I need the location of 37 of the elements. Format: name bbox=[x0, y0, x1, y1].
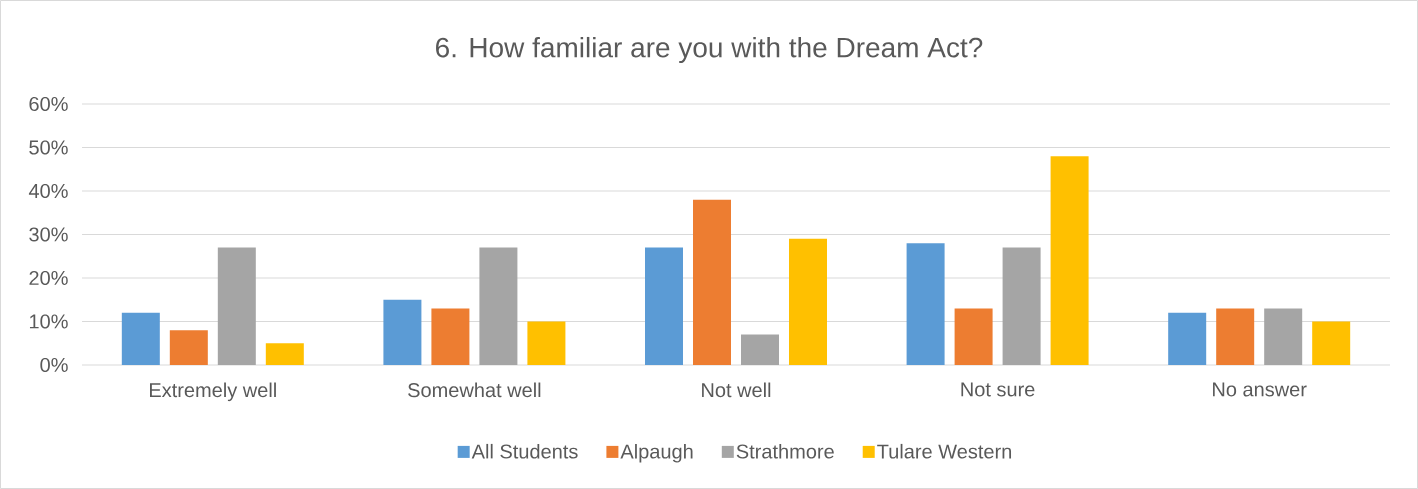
legend-label: Tulare Western bbox=[877, 443, 1012, 459]
bar bbox=[383, 299, 422, 365]
bar bbox=[121, 312, 160, 365]
y-tick-label: 50% bbox=[29, 140, 68, 155]
y-tick-label: 40% bbox=[28, 183, 68, 199]
bar bbox=[527, 321, 566, 365]
bar bbox=[789, 238, 827, 365]
bar bbox=[1168, 312, 1207, 365]
bar bbox=[1312, 321, 1351, 365]
bar bbox=[741, 334, 779, 365]
bar bbox=[1050, 156, 1089, 365]
legend-label: All Students bbox=[471, 443, 578, 459]
y-tick-label: 60% bbox=[29, 96, 68, 112]
y-tick-label: 30% bbox=[29, 227, 68, 242]
x-tick-label: Not well bbox=[702, 382, 771, 398]
bar bbox=[217, 247, 256, 365]
x-tick-label: Extremely well bbox=[150, 382, 276, 402]
bar bbox=[906, 243, 945, 365]
legend-label: Alpaugh bbox=[620, 443, 693, 463]
bar bbox=[431, 308, 470, 365]
bar bbox=[169, 330, 208, 365]
bar bbox=[1264, 308, 1303, 365]
bar bbox=[954, 308, 993, 365]
bar bbox=[479, 247, 518, 365]
y-tick-label: 0% bbox=[40, 357, 68, 373]
bar bbox=[1002, 247, 1041, 365]
y-tick-label: 10% bbox=[29, 314, 68, 329]
x-tick-label: No answer bbox=[1213, 382, 1307, 397]
bar bbox=[693, 199, 731, 365]
bar bbox=[1216, 308, 1255, 365]
x-tick-label: Not sure bbox=[961, 382, 1035, 397]
bar bbox=[645, 247, 683, 365]
legend-label: Strathmore bbox=[736, 443, 834, 459]
bar bbox=[265, 343, 304, 365]
x-tick-label: Somewhat well bbox=[408, 382, 541, 398]
y-tick-label: 20% bbox=[29, 270, 68, 286]
chart-title: 6. How familiar are you with the Dream Act? bbox=[436, 36, 983, 64]
